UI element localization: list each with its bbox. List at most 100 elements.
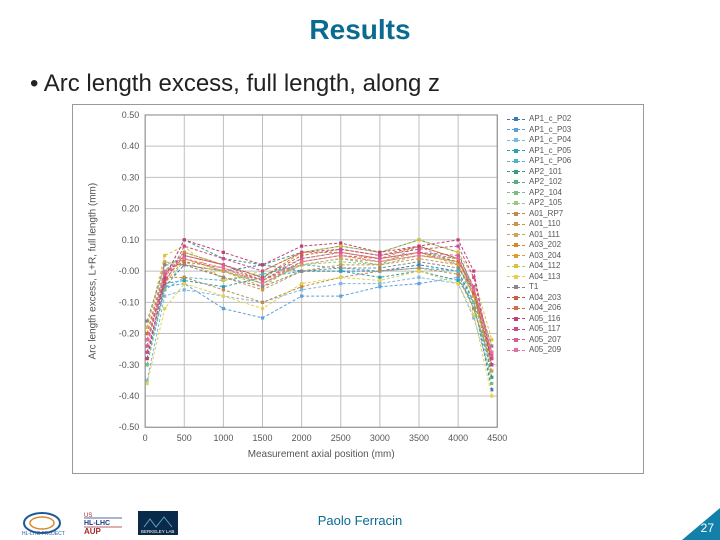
legend-item: A01_111 — [507, 231, 637, 239]
legend-swatch-icon — [507, 283, 525, 291]
legend-label: AP1_c_P03 — [529, 126, 571, 134]
legend-swatch-icon — [507, 241, 525, 249]
legend-item: A01_RP7 — [507, 210, 637, 218]
legend-swatch-icon — [507, 336, 525, 344]
legend-swatch-icon — [507, 252, 525, 260]
legend-item: A05_116 — [507, 315, 637, 323]
legend-item: AP1_c_P06 — [507, 157, 637, 165]
svg-text:4000: 4000 — [448, 433, 468, 443]
page-number-corner: 27 — [682, 508, 720, 540]
svg-text:HL-LHC PROJECT: HL-LHC PROJECT — [22, 531, 65, 536]
svg-text:-0.30: -0.30 — [119, 360, 139, 370]
legend-item: A05_117 — [507, 325, 637, 333]
legend-swatch-icon — [507, 199, 525, 207]
legend-swatch-icon — [507, 220, 525, 228]
legend-item: AP1_c_P02 — [507, 115, 637, 123]
footer: HL-LHC PROJECT USHL-LHCAUP BERKELEY LAB … — [0, 498, 720, 540]
legend-item: T1 — [507, 283, 637, 291]
legend-label: AP1_c_P02 — [529, 115, 571, 123]
legend-label: A03_204 — [529, 252, 561, 260]
legend-item: A04_113 — [507, 273, 637, 281]
svg-text:3500: 3500 — [409, 433, 429, 443]
svg-text:-0.50: -0.50 — [119, 422, 139, 432]
slide: Results • Arc length excess, full length… — [0, 0, 720, 540]
legend-swatch-icon — [507, 126, 525, 134]
legend-label: A04_203 — [529, 294, 561, 302]
legend-label: AP2_101 — [529, 168, 562, 176]
svg-text:-0.40: -0.40 — [119, 391, 139, 401]
legend-item: AP2_101 — [507, 168, 637, 176]
svg-text:4500: 4500 — [487, 433, 507, 443]
svg-text:500: 500 — [177, 433, 192, 443]
legend-swatch-icon — [507, 346, 525, 354]
svg-text:1000: 1000 — [213, 433, 233, 443]
svg-text:2500: 2500 — [331, 433, 351, 443]
legend-item: A04_112 — [507, 262, 637, 270]
svg-text:0.50: 0.50 — [122, 110, 139, 120]
page-title: Results — [0, 14, 720, 46]
legend-swatch-icon — [507, 147, 525, 155]
svg-text:0.30: 0.30 — [122, 172, 139, 182]
legend-label: AP1_c_P04 — [529, 136, 571, 144]
legend-label: AP1_c_P05 — [529, 147, 571, 155]
legend-label: AP2_105 — [529, 199, 562, 207]
legend-item: AP2_102 — [507, 178, 637, 186]
legend-item: A05_209 — [507, 346, 637, 354]
legend-item: A05_207 — [507, 336, 637, 344]
svg-text:Measurement axial position (mm: Measurement axial position (mm) — [248, 449, 395, 460]
svg-text:0: 0 — [143, 433, 148, 443]
svg-text:1500: 1500 — [253, 433, 273, 443]
svg-text:AUP: AUP — [84, 527, 102, 536]
legend-swatch-icon — [507, 294, 525, 302]
legend-label: AP1_c_P06 — [529, 157, 571, 165]
legend-swatch-icon — [507, 273, 525, 281]
legend-label: A05_117 — [529, 325, 560, 333]
legend-label: A04_113 — [529, 273, 560, 281]
legend-swatch-icon — [507, 325, 525, 333]
svg-text:0.20: 0.20 — [122, 204, 139, 214]
legend-label: A01_110 — [529, 220, 560, 228]
footer-author: Paolo Ferracin — [0, 513, 720, 528]
legend-item: A04_203 — [507, 294, 637, 302]
svg-text:Arc length excess, L+R, full l: Arc length excess, L+R, full length (mm) — [87, 183, 98, 359]
legend-label: T1 — [529, 283, 538, 291]
legend-swatch-icon — [507, 315, 525, 323]
legend-item: A04_206 — [507, 304, 637, 312]
legend-label: A04_206 — [529, 304, 561, 312]
legend-swatch-icon — [507, 157, 525, 165]
svg-text:0.40: 0.40 — [122, 141, 139, 151]
svg-text:-0.20: -0.20 — [119, 329, 139, 339]
svg-text:BERKELEY LAB: BERKELEY LAB — [141, 529, 174, 534]
legend-swatch-icon — [507, 304, 525, 312]
bullet-text: • Arc length excess, full length, along … — [30, 70, 690, 98]
legend-swatch-icon — [507, 210, 525, 218]
chart-container: -0.50 -0.40 -0.30 -0.20 -0.10 -0.00 0.10 0.20 0.… — [72, 104, 644, 474]
chart-legend: AP1_c_P02 AP1_c_P03 AP1_c_P04 AP1_c_P05 AP1_… — [507, 115, 637, 357]
legend-label: A01_111 — [529, 231, 560, 239]
legend-swatch-icon — [507, 262, 525, 270]
legend-label: A04_112 — [529, 262, 560, 270]
svg-text:-0.10: -0.10 — [119, 297, 139, 307]
legend-label: A01_RP7 — [529, 210, 563, 218]
legend-swatch-icon — [507, 136, 525, 144]
legend-swatch-icon — [507, 231, 525, 239]
legend-swatch-icon — [507, 178, 525, 186]
svg-text:0.10: 0.10 — [122, 235, 139, 245]
legend-label: A05_209 — [529, 346, 561, 354]
legend-item: AP1_c_P04 — [507, 136, 637, 144]
legend-item: AP1_c_P03 — [507, 126, 637, 134]
svg-text:2000: 2000 — [292, 433, 312, 443]
legend-item: A01_110 — [507, 220, 637, 228]
page-number: 27 — [701, 521, 714, 535]
svg-text:3000: 3000 — [370, 433, 390, 443]
legend-label: A05_207 — [529, 336, 561, 344]
svg-text:-0.00: -0.00 — [119, 266, 139, 276]
legend-swatch-icon — [507, 189, 525, 197]
legend-label: AP2_104 — [529, 189, 562, 197]
legend-item: AP2_105 — [507, 199, 637, 207]
legend-item: A03_204 — [507, 252, 637, 260]
legend-item: AP1_c_P05 — [507, 147, 637, 155]
legend-swatch-icon — [507, 115, 525, 123]
legend-item: AP2_104 — [507, 189, 637, 197]
legend-label: AP2_102 — [529, 178, 562, 186]
